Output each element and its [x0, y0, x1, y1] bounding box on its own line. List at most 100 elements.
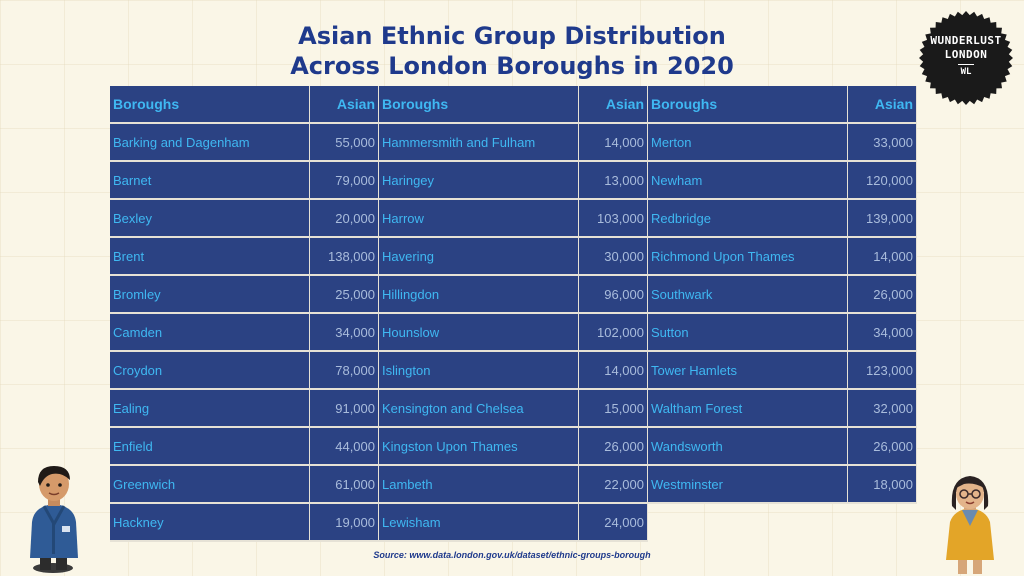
borough-name-cell: Havering: [379, 238, 579, 276]
table-row: Westminster 18,000: [648, 466, 917, 504]
table-row: Barking and Dagenham 55,000: [110, 124, 379, 162]
borough-name-cell: Camden: [110, 314, 310, 352]
table-row: Haringey 13,000: [379, 162, 648, 200]
title-line-1: Asian Ethnic Group Distribution: [298, 22, 726, 50]
asian-population-cell: 26,000: [848, 428, 917, 466]
asian-population-cell: 30,000: [579, 238, 648, 276]
asian-population-cell: 61,000: [310, 466, 379, 504]
asian-population-cell: 55,000: [310, 124, 379, 162]
asian-population-cell: 15,000: [579, 390, 648, 428]
borough-name-cell: Tower Hamlets: [648, 352, 848, 390]
asian-population-cell: 103,000: [579, 200, 648, 238]
borough-name-cell: Waltham Forest: [648, 390, 848, 428]
borough-name-cell: Haringey: [379, 162, 579, 200]
borough-name-cell: Barnet: [110, 162, 310, 200]
man-character-illustration: [30, 466, 78, 573]
borough-name-cell: Lewisham: [379, 504, 579, 542]
table-row: Kingston Upon Thames 26,000: [379, 428, 648, 466]
table-row: Barnet 79,000: [110, 162, 379, 200]
table-header-row: Boroughs Asian: [648, 86, 917, 124]
table-row: Bexley 20,000: [110, 200, 379, 238]
asian-column-header: Asian: [310, 86, 379, 124]
table-row: Sutton 34,000: [648, 314, 917, 352]
borough-name-cell: Richmond Upon Thames: [648, 238, 848, 276]
asian-population-cell: 13,000: [579, 162, 648, 200]
boroughs-column-header: Boroughs: [379, 86, 579, 124]
woman-character-illustration: [946, 476, 994, 574]
asian-population-cell: 79,000: [310, 162, 379, 200]
borough-name-cell: Hammersmith and Fulham: [379, 124, 579, 162]
asian-population-cell: 139,000: [848, 200, 917, 238]
asian-population-cell: 25,000: [310, 276, 379, 314]
asian-column-header: Asian: [579, 86, 648, 124]
logo-badge-icon: [919, 11, 1013, 105]
borough-name-cell: Croydon: [110, 352, 310, 390]
asian-population-cell: 91,000: [310, 390, 379, 428]
borough-name-cell: Enfield: [110, 428, 310, 466]
logo-text-wl: WL: [960, 67, 972, 77]
borough-name-cell: Merton: [648, 124, 848, 162]
table-row: Harrow 103,000: [379, 200, 648, 238]
borough-name-cell: Redbridge: [648, 200, 848, 238]
table-row: Brent 138,000: [110, 238, 379, 276]
borough-name-cell: Greenwich: [110, 466, 310, 504]
borough-name-cell: Hillingdon: [379, 276, 579, 314]
borough-table-3: Boroughs Asian Merton 33,000 Newham 120,000 Re…: [648, 86, 917, 504]
table-row: Waltham Forest 32,000: [648, 390, 917, 428]
borough-name-cell: Kingston Upon Thames: [379, 428, 579, 466]
table-row: Southwark 26,000: [648, 276, 917, 314]
table-row: Bromley 25,000: [110, 276, 379, 314]
borough-name-cell: Bromley: [110, 276, 310, 314]
asian-population-cell: 33,000: [848, 124, 917, 162]
asian-population-cell: 22,000: [579, 466, 648, 504]
source-citation: Source: www.data.london.gov.uk/dataset/e…: [373, 550, 651, 560]
table-row: Hackney 19,000: [110, 504, 379, 542]
table-row: Croydon 78,000: [110, 352, 379, 390]
asian-population-cell: 96,000: [579, 276, 648, 314]
table-row: Islington 14,000: [379, 352, 648, 390]
asian-population-cell: 44,000: [310, 428, 379, 466]
asian-population-cell: 102,000: [579, 314, 648, 352]
table-row: Greenwich 61,000: [110, 466, 379, 504]
asian-population-cell: 14,000: [848, 238, 917, 276]
asian-population-cell: 18,000: [848, 466, 917, 504]
asian-population-cell: 26,000: [579, 428, 648, 466]
wunderlust-london-logo: WUNDERLUST LONDON WL: [918, 10, 1014, 106]
borough-table-2: Boroughs Asian Hammersmith and Fulham 14,00…: [379, 86, 648, 542]
table-row: Kensington and Chelsea 15,000: [379, 390, 648, 428]
boroughs-column-header: Boroughs: [648, 86, 848, 124]
table-header-row: Boroughs Asian: [379, 86, 648, 124]
borough-name-cell: Kensington and Chelsea: [379, 390, 579, 428]
borough-name-cell: Harrow: [379, 200, 579, 238]
table-row: Ealing 91,000: [110, 390, 379, 428]
borough-name-cell: Wandsworth: [648, 428, 848, 466]
table-row: Camden 34,000: [110, 314, 379, 352]
table-row: Lewisham 24,000: [379, 504, 648, 542]
table-row: Tower Hamlets 123,000: [648, 352, 917, 390]
table-row: Redbridge 139,000: [648, 200, 917, 238]
borough-name-cell: Brent: [110, 238, 310, 276]
asian-population-cell: 14,000: [579, 124, 648, 162]
borough-name-cell: Lambeth: [379, 466, 579, 504]
table-row: Newham 120,000: [648, 162, 917, 200]
asian-population-cell: 32,000: [848, 390, 917, 428]
borough-name-cell: Newham: [648, 162, 848, 200]
table-header-row: Boroughs Asian: [110, 86, 379, 124]
borough-name-cell: Barking and Dagenham: [110, 124, 310, 162]
page-title: Asian Ethnic Group Distribution Across L…: [212, 21, 812, 81]
logo-text-wunderlust: WUNDERLUST: [930, 34, 1002, 47]
boroughs-column-header: Boroughs: [110, 86, 310, 124]
table-row: Wandsworth 26,000: [648, 428, 917, 466]
table-row: Havering 30,000: [379, 238, 648, 276]
borough-table-1: Boroughs Asian Barking and Dagenham 55,000 B…: [110, 86, 379, 542]
asian-population-cell: 34,000: [848, 314, 917, 352]
table-row: Hillingdon 96,000: [379, 276, 648, 314]
borough-name-cell: Sutton: [648, 314, 848, 352]
table-row: Richmond Upon Thames 14,000: [648, 238, 917, 276]
table-row: Lambeth 22,000: [379, 466, 648, 504]
table-row: Enfield 44,000: [110, 428, 379, 466]
borough-name-cell: Westminster: [648, 466, 848, 504]
asian-population-cell: 20,000: [310, 200, 379, 238]
logo-divider: [958, 64, 974, 65]
table-row: Merton 33,000: [648, 124, 917, 162]
